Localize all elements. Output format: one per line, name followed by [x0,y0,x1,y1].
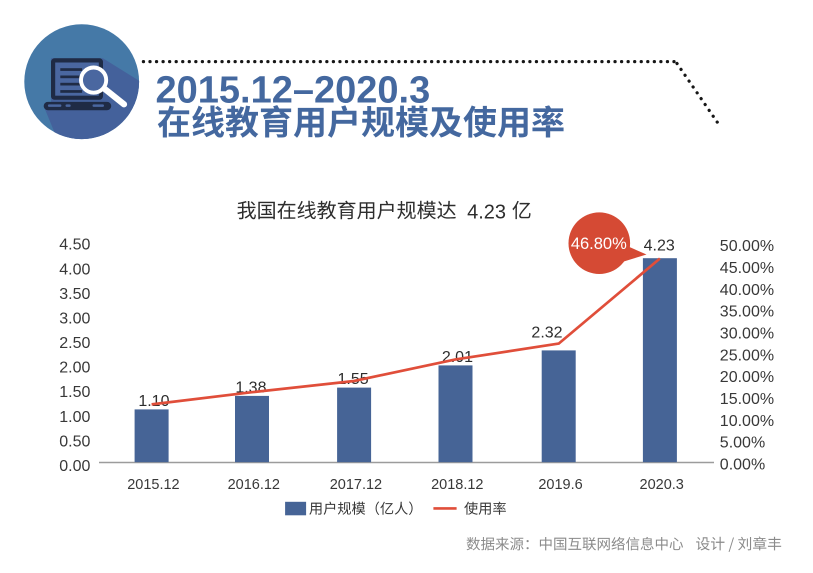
svg-text:15.00%: 15.00% [720,391,774,408]
svg-text:4.00: 4.00 [59,261,90,278]
svg-text:3.00: 3.00 [59,310,90,327]
svg-text:1.10: 1.10 [138,393,169,410]
svg-text:1.00: 1.00 [59,409,90,426]
svg-text:4.23: 4.23 [644,237,675,254]
svg-text:35.00%: 35.00% [720,304,774,321]
svg-text:46.80%: 46.80% [571,235,627,253]
svg-text:10.00%: 10.00% [720,413,774,430]
svg-text:30.00%: 30.00% [720,326,774,343]
svg-text:45.00%: 45.00% [720,260,774,277]
svg-text:2019.6: 2019.6 [538,477,582,493]
svg-text:1.50: 1.50 [59,384,90,401]
svg-text:5.00%: 5.00% [720,435,765,452]
svg-text:2.50: 2.50 [59,335,90,352]
svg-text:2017.12: 2017.12 [330,477,382,493]
svg-text:25.00%: 25.00% [720,347,774,364]
svg-text:2015.12: 2015.12 [127,477,179,493]
svg-text:0.00: 0.00 [59,458,90,475]
svg-text:3.50: 3.50 [59,286,90,303]
svg-text:4.23: 4.23 [467,201,506,223]
svg-text:40.00%: 40.00% [720,282,774,299]
svg-text:2.32: 2.32 [531,325,562,342]
svg-text:0.50: 0.50 [59,433,90,450]
svg-text:20.00%: 20.00% [720,369,774,386]
svg-text:2018.12: 2018.12 [431,477,483,493]
svg-text:2020.3: 2020.3 [640,477,684,493]
svg-text:4.50: 4.50 [59,237,90,254]
svg-text:0.00%: 0.00% [720,457,765,474]
svg-text:2.00: 2.00 [59,360,90,377]
svg-text:50.00%: 50.00% [720,238,774,255]
svg-text:1.55: 1.55 [338,371,369,388]
svg-text:2016.12: 2016.12 [228,477,280,493]
svg-text:2015.12–2020.3: 2015.12–2020.3 [156,70,431,112]
